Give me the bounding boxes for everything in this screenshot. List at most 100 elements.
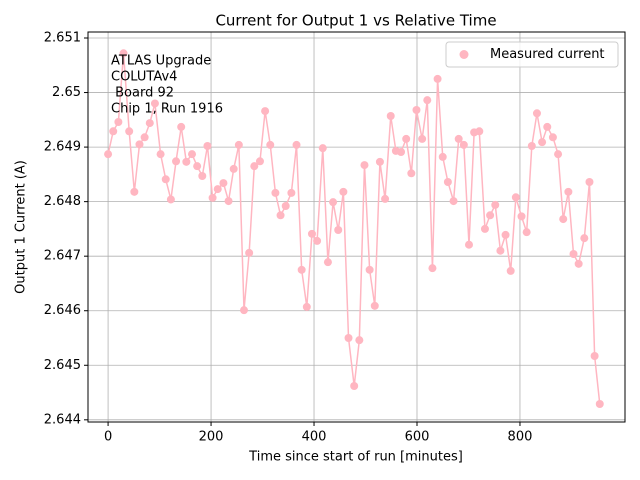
data-point	[501, 230, 510, 239]
data-point	[266, 140, 275, 149]
data-point	[344, 334, 353, 342]
data-point	[585, 178, 594, 186]
data-point	[397, 148, 406, 156]
data-point	[574, 259, 583, 268]
data-point	[554, 150, 563, 159]
data-point	[423, 96, 432, 105]
x-axis-label: Time since start of run [minutes]	[248, 450, 463, 465]
data-point	[323, 258, 332, 267]
data-point	[161, 175, 170, 184]
data-point	[517, 212, 526, 221]
data-point	[464, 240, 473, 249]
data-point	[548, 133, 557, 142]
y-tick-label: 2.647	[44, 249, 81, 264]
data-point	[104, 150, 113, 159]
y-tick-label: 2.646	[44, 303, 81, 318]
data-point	[166, 195, 175, 204]
annotation: Board 92	[111, 86, 174, 101]
data-point	[355, 336, 364, 345]
data-point	[271, 188, 280, 197]
x-tick-label: 200	[199, 430, 224, 445]
data-point	[177, 122, 186, 131]
data-point	[506, 266, 515, 275]
data-point	[443, 178, 452, 186]
data-point	[250, 162, 259, 171]
data-point	[543, 122, 552, 131]
data-point	[307, 229, 316, 238]
data-point	[564, 187, 573, 196]
data-point	[261, 107, 270, 116]
data-point	[569, 250, 578, 258]
data-point	[188, 150, 197, 159]
x-tick-label: 400	[302, 430, 327, 445]
data-point	[255, 157, 264, 166]
data-point	[402, 134, 411, 143]
data-point	[433, 74, 442, 83]
data-point	[559, 215, 568, 224]
data-point	[219, 179, 228, 188]
data-point	[140, 133, 149, 142]
data-point	[135, 140, 144, 149]
legend-label: Measured current	[490, 47, 605, 62]
data-point	[454, 134, 463, 143]
data-point	[182, 157, 191, 166]
data-point	[428, 264, 437, 273]
data-point	[302, 302, 311, 311]
y-tick-label: 2.648	[44, 194, 81, 209]
data-point	[350, 382, 359, 390]
legend-marker	[459, 50, 469, 59]
data-point	[459, 140, 468, 149]
data-point	[375, 157, 384, 166]
data-point	[318, 144, 327, 153]
data-point	[496, 246, 505, 255]
data-point	[119, 49, 128, 58]
data-point	[292, 140, 301, 149]
data-point	[480, 224, 489, 233]
legend-box	[445, 41, 619, 68]
data-point	[339, 187, 348, 196]
data-point	[449, 197, 458, 206]
data-point	[150, 99, 159, 108]
x-tick-label: 600	[405, 430, 430, 445]
plot-frame	[87, 31, 626, 423]
data-point	[412, 106, 421, 114]
data-point	[172, 157, 181, 166]
data-point	[407, 169, 416, 178]
data-point	[334, 226, 343, 234]
annotation: COLUTAv4	[111, 70, 177, 85]
data-point	[522, 228, 531, 237]
data-point	[532, 109, 541, 118]
data-point	[511, 193, 520, 202]
data-point	[198, 172, 207, 180]
chart-title: Current for Output 1 vs Relative Time	[215, 12, 496, 30]
data-point	[213, 185, 222, 194]
data-point	[281, 202, 290, 210]
data-point	[590, 352, 599, 360]
x-tick-label: 800	[508, 430, 533, 445]
data-point	[203, 142, 212, 150]
data-point	[114, 118, 123, 126]
y-tick-label: 2.649	[44, 140, 81, 155]
data-point	[276, 211, 285, 220]
data-point	[386, 112, 395, 120]
annotation: ATLAS Upgrade	[111, 54, 211, 69]
data-point	[245, 248, 254, 257]
data-point	[130, 187, 139, 196]
data-point	[297, 265, 306, 274]
data-point	[193, 162, 202, 171]
data-point	[491, 200, 500, 209]
y-tick-label: 2.645	[44, 358, 81, 373]
data-point	[287, 188, 296, 197]
y-tick-label: 2.644	[44, 412, 81, 427]
data-point	[486, 211, 495, 220]
data-point	[313, 236, 322, 245]
x-tick-label: 0	[104, 430, 112, 445]
data-point	[475, 127, 484, 136]
data-point	[381, 194, 390, 203]
y-axis-label: Output 1 Current (A)	[14, 160, 29, 294]
data-point	[145, 119, 154, 128]
annotation: Chip 1, Run 1916	[111, 102, 223, 117]
data-point	[229, 164, 238, 173]
data-point	[208, 193, 217, 202]
